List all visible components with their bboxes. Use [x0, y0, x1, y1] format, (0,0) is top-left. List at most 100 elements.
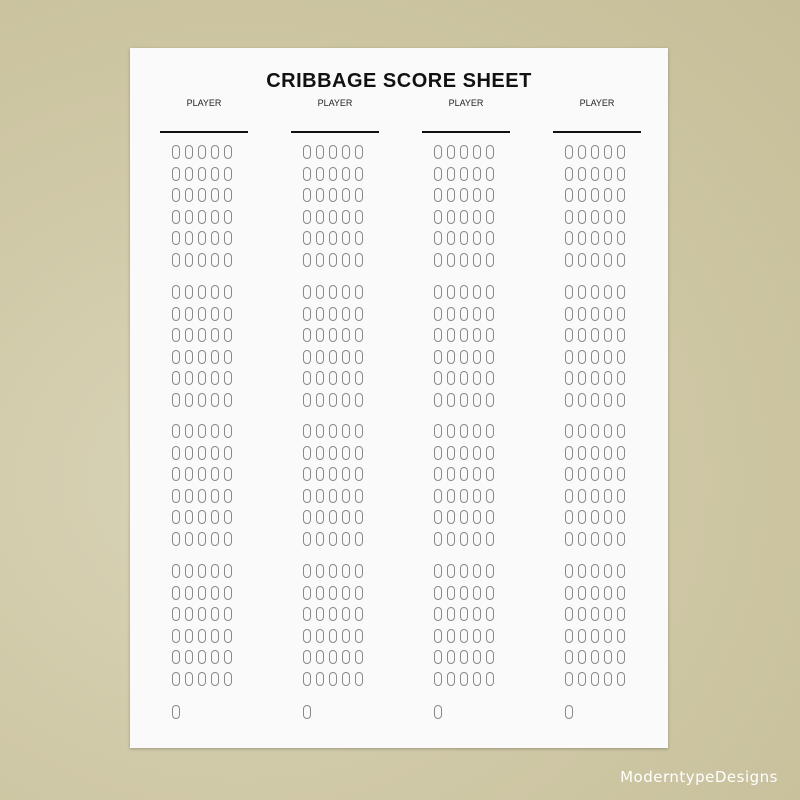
- peg-hole[interactable]: [224, 145, 232, 159]
- peg-hole[interactable]: [316, 231, 324, 246]
- player-name-line[interactable]: [160, 131, 248, 133]
- peg-hole[interactable]: [434, 445, 442, 460]
- peg-hole[interactable]: [447, 510, 455, 525]
- peg-hole[interactable]: [316, 424, 324, 438]
- peg-hole[interactable]: [316, 145, 324, 159]
- peg-hole[interactable]: [591, 145, 599, 159]
- peg-hole[interactable]: [447, 209, 455, 224]
- peg-hole[interactable]: [355, 166, 363, 181]
- peg-hole[interactable]: [434, 145, 442, 159]
- peg-hole[interactable]: [355, 564, 363, 578]
- peg-hole[interactable]: [224, 532, 232, 546]
- peg-hole[interactable]: [473, 253, 481, 267]
- peg-hole[interactable]: [434, 424, 442, 438]
- peg-hole[interactable]: [591, 328, 599, 343]
- peg-hole[interactable]: [185, 445, 193, 460]
- peg-hole[interactable]: [316, 488, 324, 503]
- peg-hole[interactable]: [604, 328, 612, 343]
- peg-hole[interactable]: [486, 393, 494, 407]
- peg-hole[interactable]: [172, 532, 180, 546]
- peg-hole[interactable]: [224, 564, 232, 578]
- peg-hole[interactable]: [211, 510, 219, 525]
- peg-hole[interactable]: [578, 188, 586, 203]
- peg-hole[interactable]: [486, 253, 494, 267]
- peg-hole[interactable]: [211, 371, 219, 386]
- peg-hole[interactable]: [316, 188, 324, 203]
- peg-hole[interactable]: [565, 585, 573, 600]
- player-name-line[interactable]: [422, 131, 510, 133]
- peg-hole[interactable]: [198, 231, 206, 246]
- peg-hole[interactable]: [447, 371, 455, 386]
- peg-hole[interactable]: [198, 488, 206, 503]
- peg-hole[interactable]: [578, 393, 586, 407]
- peg-hole[interactable]: [565, 231, 573, 246]
- peg-hole[interactable]: [316, 628, 324, 643]
- peg-hole[interactable]: [578, 253, 586, 267]
- peg-hole[interactable]: [316, 328, 324, 343]
- peg-hole[interactable]: [342, 231, 350, 246]
- peg-hole[interactable]: [460, 564, 468, 578]
- peg-hole[interactable]: [198, 532, 206, 546]
- peg-hole[interactable]: [198, 672, 206, 686]
- peg-hole[interactable]: [303, 231, 311, 246]
- peg-hole[interactable]: [224, 445, 232, 460]
- peg-hole[interactable]: [591, 445, 599, 460]
- peg-hole[interactable]: [303, 510, 311, 525]
- peg-hole[interactable]: [486, 328, 494, 343]
- peg-hole[interactable]: [473, 585, 481, 600]
- peg-hole[interactable]: [486, 510, 494, 525]
- peg-hole[interactable]: [303, 306, 311, 321]
- peg-hole[interactable]: [591, 231, 599, 246]
- peg-hole[interactable]: [604, 285, 612, 299]
- peg-hole[interactable]: [460, 166, 468, 181]
- peg-hole[interactable]: [198, 650, 206, 665]
- peg-hole[interactable]: [342, 328, 350, 343]
- peg-hole[interactable]: [578, 532, 586, 546]
- peg-hole[interactable]: [172, 445, 180, 460]
- peg-hole[interactable]: [434, 349, 442, 364]
- peg-hole[interactable]: [591, 393, 599, 407]
- peg-hole[interactable]: [329, 145, 337, 159]
- peg-hole[interactable]: [591, 488, 599, 503]
- peg-hole[interactable]: [604, 467, 612, 482]
- peg-hole[interactable]: [329, 371, 337, 386]
- peg-hole[interactable]: [342, 488, 350, 503]
- peg-hole[interactable]: [198, 510, 206, 525]
- peg-hole[interactable]: [303, 488, 311, 503]
- peg-hole[interactable]: [617, 145, 625, 159]
- peg-hole[interactable]: [303, 285, 311, 299]
- peg-hole[interactable]: [591, 209, 599, 224]
- peg-hole[interactable]: [591, 510, 599, 525]
- peg-hole[interactable]: [473, 306, 481, 321]
- peg-hole[interactable]: [329, 650, 337, 665]
- peg-hole[interactable]: [578, 607, 586, 622]
- peg-hole[interactable]: [473, 393, 481, 407]
- peg-hole[interactable]: [355, 445, 363, 460]
- peg-hole[interactable]: [355, 328, 363, 343]
- peg-hole[interactable]: [342, 285, 350, 299]
- peg-hole[interactable]: [486, 628, 494, 643]
- peg-hole[interactable]: [185, 328, 193, 343]
- peg-hole[interactable]: [473, 231, 481, 246]
- peg-hole[interactable]: [185, 467, 193, 482]
- peg-hole[interactable]: [617, 285, 625, 299]
- peg-hole[interactable]: [355, 253, 363, 267]
- peg-hole[interactable]: [303, 564, 311, 578]
- peg-hole[interactable]: [211, 424, 219, 438]
- peg-hole[interactable]: [172, 209, 180, 224]
- peg-hole[interactable]: [172, 650, 180, 665]
- peg-hole[interactable]: [565, 510, 573, 525]
- peg-hole[interactable]: [303, 166, 311, 181]
- peg-hole[interactable]: [447, 424, 455, 438]
- final-peg-hole[interactable]: [565, 705, 573, 719]
- peg-hole[interactable]: [329, 628, 337, 643]
- peg-hole[interactable]: [198, 424, 206, 438]
- peg-hole[interactable]: [473, 328, 481, 343]
- peg-hole[interactable]: [434, 209, 442, 224]
- peg-hole[interactable]: [329, 166, 337, 181]
- peg-hole[interactable]: [434, 532, 442, 546]
- peg-hole[interactable]: [617, 564, 625, 578]
- peg-hole[interactable]: [565, 393, 573, 407]
- peg-hole[interactable]: [565, 532, 573, 546]
- peg-hole[interactable]: [460, 188, 468, 203]
